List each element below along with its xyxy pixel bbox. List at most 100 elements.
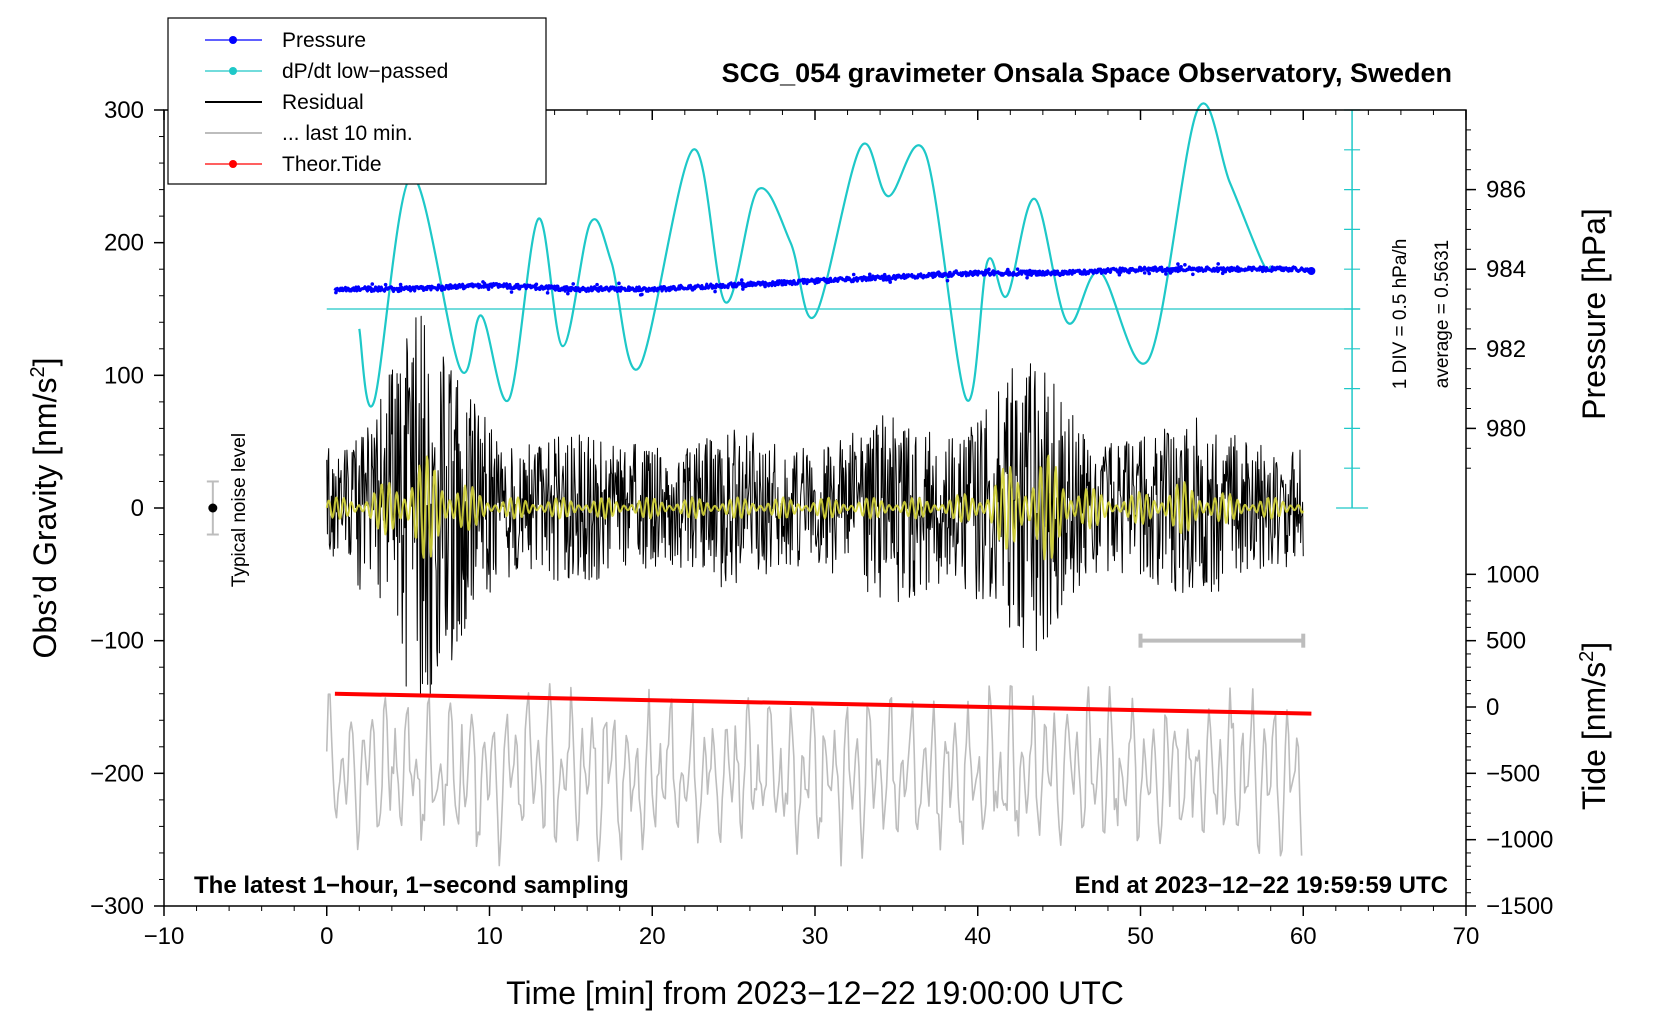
filtered-residual-line [325, 454, 1305, 561]
pressure-point [1191, 272, 1195, 277]
pressure-point [885, 275, 889, 279]
pressure-point [435, 286, 440, 290]
x-axis-label: Time [min] from 2023−12−22 19:00:00 UTC [506, 975, 1124, 1011]
y-tick-label: 300 [104, 97, 144, 124]
pressure-tick-label: 980 [1486, 415, 1526, 442]
pressure-point [1024, 269, 1029, 274]
sampling-note: The latest 1−hour, 1−second sampling [194, 872, 629, 899]
pressure-point [617, 281, 621, 286]
pressure-point [1164, 272, 1168, 276]
y-tick-label: 200 [104, 230, 144, 257]
pressure-point [984, 268, 988, 273]
dpdt-average-label: average = 0.5631 [1432, 240, 1453, 388]
pressure-point [595, 282, 599, 287]
legend-label: Pressure [282, 29, 366, 52]
pressure-point [1179, 264, 1183, 269]
legend-marker [229, 36, 237, 44]
x-tick-label: 20 [639, 923, 666, 950]
pressure-point [1220, 271, 1225, 276]
last-10-min-line [325, 682, 1303, 867]
pressure-point [1007, 272, 1012, 277]
x-tick-label: 40 [964, 923, 991, 950]
pressure-point [470, 282, 474, 286]
x-tick-label: 30 [802, 923, 829, 950]
noise-level-indicator: Typical noise level [206, 433, 250, 587]
tide-tick-label: −500 [1486, 760, 1540, 787]
chart-traces [325, 102, 1369, 867]
pressure-point [486, 287, 491, 292]
legend-label: dP/dt low−passed [282, 60, 448, 83]
pressure-point [741, 287, 745, 291]
pressure-point [1235, 268, 1240, 272]
pressure-point [509, 290, 514, 294]
pressure-point [739, 278, 744, 282]
chart-title: SCG_054 gravimeter Onsala Space Observat… [722, 58, 1452, 88]
pressure-point [436, 283, 441, 288]
pressure-point [545, 291, 550, 295]
pressure-point [571, 282, 576, 286]
pressure-point [1168, 271, 1173, 275]
legend: Pressure dP/dt low−passed Residual ... last… [167, 17, 547, 185]
chart-axes: −10 0 10 20 30 40 50 60 703002001000−100−200−300… [90, 97, 1553, 950]
pressure-point [877, 275, 881, 279]
pressure-point [637, 287, 641, 291]
y-tick-label: 0 [131, 495, 144, 522]
pressure-point [455, 286, 460, 290]
pressure-point [833, 278, 838, 283]
tide-axis-label-prefix: Tide [nm/s [1576, 662, 1612, 810]
y-axis-label: Obs’d Gravity [nm/s2] [27, 358, 63, 659]
pressure-point [1223, 269, 1228, 274]
pressure-point [1127, 270, 1131, 275]
legend-label: Theor.Tide [282, 153, 382, 176]
y-tick-label: −100 [90, 628, 144, 655]
pressure-point [851, 272, 856, 277]
tide-tick-label: −1500 [1486, 893, 1553, 920]
pressure-point [370, 282, 375, 286]
pressure-point [440, 288, 444, 292]
tide-tick-label: 500 [1486, 628, 1526, 655]
pressure-point [1028, 268, 1032, 273]
pressure-point [1025, 275, 1029, 280]
pressure-point [334, 290, 338, 295]
pressure-point [713, 289, 717, 294]
pressure-point [1183, 262, 1187, 267]
pressure-point [383, 282, 388, 287]
pressure-point [566, 291, 570, 296]
dpdt-scale-label: 1 DIV = 0.5 hPa/h [1390, 239, 1411, 390]
tide-tick-label: −1000 [1486, 827, 1553, 854]
tide-axis-label-sup: 2 [1576, 651, 1598, 662]
pressure-point [936, 270, 941, 274]
y-axis-label-prefix: Obs’d Gravity [nm/s [27, 378, 63, 659]
y-axis-label-suffix: ] [27, 358, 63, 367]
pressure-point [446, 286, 451, 291]
pressure-tick-label: 984 [1486, 256, 1526, 283]
pressure-axis-label: Pressure [hPa] [1576, 208, 1612, 420]
pressure-point [1197, 266, 1201, 270]
pressure-point [954, 269, 958, 273]
pressure-point [1006, 267, 1010, 272]
pressure-point [710, 286, 715, 290]
pressure-point [783, 282, 788, 287]
legend-label: ... last 10 min. [282, 122, 413, 145]
pressure-point [1015, 267, 1020, 271]
pressure-point [481, 280, 485, 284]
theor-tide-line [334, 691, 1312, 716]
pressure-point [534, 282, 539, 287]
pressure-tick-label: 982 [1486, 336, 1526, 363]
end-time-note: End at 2023−12−22 19:59:59 UTC [1074, 872, 1448, 899]
pressure-point [667, 286, 672, 290]
pressure-point [888, 280, 893, 284]
legend-label: Residual [282, 91, 364, 114]
pressure-point [396, 289, 401, 294]
pressure-point [1228, 266, 1233, 270]
pressure-end-marker [1307, 267, 1316, 276]
noise-level-label: Typical noise level [229, 433, 250, 587]
y-tick-label: −200 [90, 760, 144, 787]
pressure-point [987, 267, 991, 272]
x-tick-label: 70 [1453, 923, 1480, 950]
pressure-point [638, 293, 643, 297]
tide-tick-label: 1000 [1486, 561, 1539, 588]
y-tick-label: −300 [90, 893, 144, 920]
pressure-point [780, 282, 784, 287]
pressure-point [690, 288, 695, 292]
